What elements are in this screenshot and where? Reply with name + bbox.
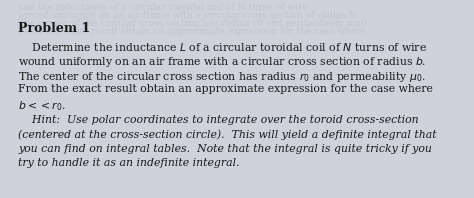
Text: wound uniformly on an air frame with a circular cross section of radius b.: wound uniformly on an air frame with a c… <box>18 11 358 20</box>
Text: and the inductance of a circular toroidal coil of N turns of wire: and the inductance of a circular toroida… <box>18 3 308 12</box>
Text: $b << r_0$.: $b << r_0$. <box>18 99 66 113</box>
Text: The center of the circular cross section has radius r0 and permeability mu0.: The center of the circular cross section… <box>18 19 370 28</box>
Text: The center of the circular cross section has radius $r_0$ and permeability $\mu_: The center of the circular cross section… <box>18 70 426 84</box>
Text: Determine the inductance $L$ of a circular toroidal coil of $N$ turns of wire: Determine the inductance $L$ of a circul… <box>18 41 427 53</box>
Text: (centered at the cross-section circle).  This will yield a definite integral tha: (centered at the cross-section circle). … <box>18 129 437 140</box>
Text: From the exact result obtain an approximate expression for the case where: From the exact result obtain an approxim… <box>18 84 433 94</box>
Text: try to handle it as an indefinite integral.: try to handle it as an indefinite integr… <box>18 158 240 168</box>
Text: wound uniformly on an air frame with a circular cross section of radius $b$.: wound uniformly on an air frame with a c… <box>18 55 426 69</box>
Text: you can find on integral tables.  Note that the integral is quite tricky if you: you can find on integral tables. Note th… <box>18 144 432 154</box>
Text: Problem 1: Problem 1 <box>18 22 90 35</box>
Text: From the exact result obtain an approximate expression for the case where: From the exact result obtain an approxim… <box>18 27 366 36</box>
Text: Hint:  Use polar coordinates to integrate over the toroid cross-section: Hint: Use polar coordinates to integrate… <box>18 115 419 125</box>
